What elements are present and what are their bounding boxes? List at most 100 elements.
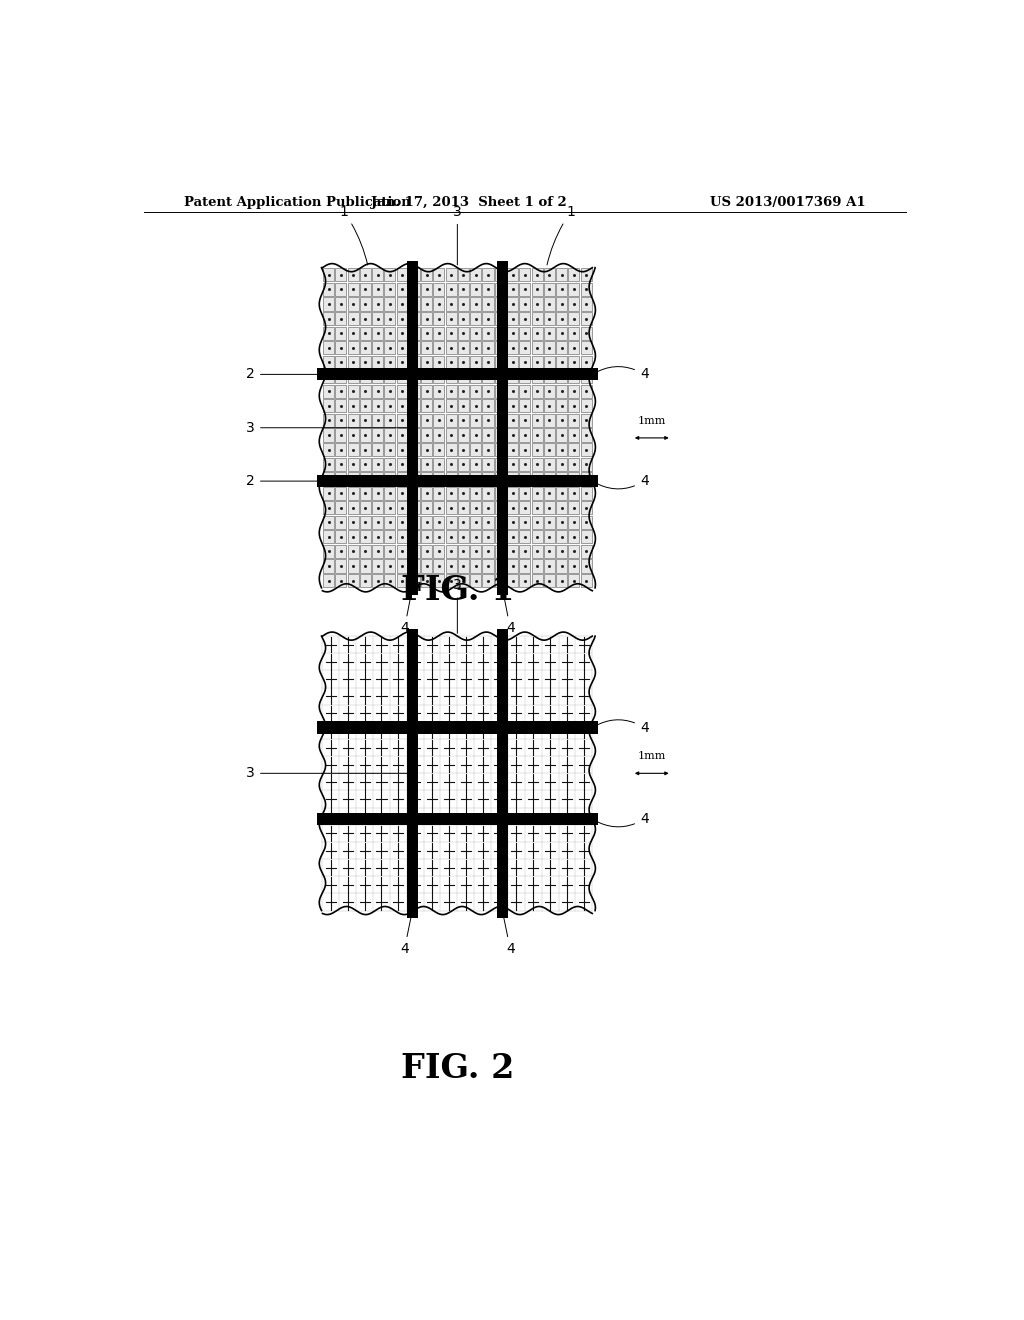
Bar	[335, 487, 346, 500]
Bar	[445, 502, 457, 515]
Bar	[445, 312, 457, 325]
Bar	[568, 531, 580, 544]
Bar	[335, 400, 346, 412]
Bar	[347, 312, 358, 325]
Bar	[519, 444, 530, 457]
Bar	[433, 531, 444, 544]
Bar	[581, 355, 592, 368]
Bar	[495, 414, 506, 426]
Bar	[316, 475, 598, 487]
Bar	[421, 429, 432, 442]
Bar	[581, 574, 592, 587]
Bar	[507, 473, 518, 486]
Bar	[445, 574, 457, 587]
Bar	[396, 400, 408, 412]
Bar	[396, 312, 408, 325]
Bar	[519, 545, 530, 558]
Bar	[372, 502, 383, 515]
Bar	[482, 458, 494, 471]
Bar	[323, 444, 334, 457]
Bar	[359, 341, 371, 354]
Bar	[544, 531, 555, 544]
Bar	[531, 444, 543, 457]
Bar	[335, 268, 346, 281]
Bar	[519, 458, 530, 471]
Bar	[507, 282, 518, 296]
Bar	[531, 282, 543, 296]
Bar	[323, 341, 334, 354]
Bar	[323, 458, 334, 471]
Bar	[384, 458, 395, 471]
Bar	[372, 560, 383, 573]
Bar	[384, 268, 395, 281]
Bar	[323, 414, 334, 426]
Bar	[458, 385, 469, 397]
Bar	[470, 355, 481, 368]
Text: FIG. 1: FIG. 1	[400, 574, 514, 607]
Text: 4: 4	[595, 719, 648, 735]
Bar	[470, 341, 481, 354]
Bar	[433, 560, 444, 573]
Bar	[372, 355, 383, 368]
Bar	[519, 429, 530, 442]
Bar	[396, 341, 408, 354]
Bar	[445, 531, 457, 544]
Bar	[359, 502, 371, 515]
Bar	[507, 341, 518, 354]
Bar	[359, 560, 371, 573]
Bar	[396, 414, 408, 426]
Bar	[482, 355, 494, 368]
Bar	[335, 312, 346, 325]
Bar	[544, 268, 555, 281]
Bar	[556, 355, 567, 368]
Bar	[347, 444, 358, 457]
Bar	[531, 268, 543, 281]
Bar	[359, 531, 371, 544]
Bar	[335, 545, 346, 558]
Bar	[335, 355, 346, 368]
Bar	[323, 636, 592, 911]
Bar	[556, 371, 567, 383]
Bar	[396, 268, 408, 281]
Bar	[482, 371, 494, 383]
Bar	[482, 473, 494, 486]
Bar	[421, 545, 432, 558]
Bar	[507, 458, 518, 471]
Bar	[556, 268, 567, 281]
Bar	[433, 414, 444, 426]
Text: 4: 4	[595, 812, 648, 826]
Bar	[470, 282, 481, 296]
Bar	[359, 297, 371, 310]
Bar	[458, 429, 469, 442]
Bar	[323, 355, 334, 368]
Bar	[372, 414, 383, 426]
Bar	[581, 312, 592, 325]
Bar	[409, 341, 420, 354]
Bar	[556, 341, 567, 354]
Bar	[445, 429, 457, 442]
Bar	[458, 531, 469, 544]
Bar	[421, 516, 432, 529]
Bar	[470, 312, 481, 325]
Bar	[384, 371, 395, 383]
Bar	[458, 458, 469, 471]
Bar	[384, 473, 395, 486]
Bar	[568, 282, 580, 296]
Bar	[409, 268, 420, 281]
Bar	[384, 341, 395, 354]
Bar	[347, 560, 358, 573]
Bar	[507, 385, 518, 397]
Bar	[421, 312, 432, 325]
Bar	[433, 429, 444, 442]
Bar	[568, 545, 580, 558]
Bar	[409, 326, 420, 339]
Bar	[335, 473, 346, 486]
Bar	[359, 326, 371, 339]
Bar	[495, 444, 506, 457]
Bar	[323, 282, 334, 296]
Bar	[409, 444, 420, 457]
Bar	[568, 560, 580, 573]
Bar	[507, 444, 518, 457]
Bar	[544, 282, 555, 296]
Bar	[568, 400, 580, 412]
